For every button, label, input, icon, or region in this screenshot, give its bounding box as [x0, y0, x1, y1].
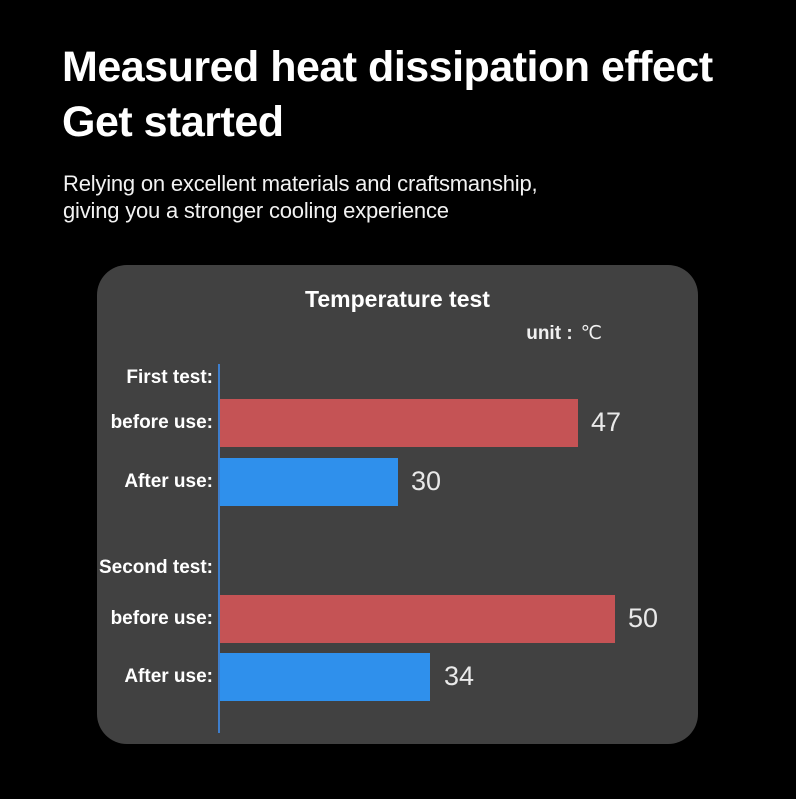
- row-label-first-after-use: After use:: [124, 471, 213, 492]
- unit-text: unit :: [526, 323, 573, 344]
- value-label-second-before-use: 50: [628, 603, 659, 633]
- row-label-second-after-use: After use:: [124, 666, 213, 687]
- unit-label: unit : ℃: [526, 322, 602, 345]
- row-label-first-before-use: before use:: [110, 412, 213, 433]
- header: Measured heat dissipation effect Get sta…: [62, 40, 762, 224]
- group-label-first-test: First test:: [126, 367, 213, 388]
- row-label-second-before-use: before use:: [110, 608, 213, 629]
- y-axis-line: [218, 364, 220, 733]
- group-label-second-test: Second test:: [98, 557, 213, 578]
- chart-panel: Temperature test unit : ℃ First test: bef…: [97, 265, 698, 744]
- celsius-symbol: ℃: [580, 322, 602, 344]
- bar-second-before-use: [220, 595, 615, 643]
- chart-title: Temperature test: [305, 286, 490, 312]
- value-label-first-after-use: 30: [411, 466, 442, 496]
- bar-second-after-use: [220, 653, 430, 701]
- page-title: Measured heat dissipation effect Get sta…: [62, 40, 762, 150]
- value-label-second-after-use: 34: [444, 661, 475, 691]
- page-subtitle: Relying on excellent materials and craft…: [63, 170, 762, 224]
- page-title-line2: Get started: [62, 98, 284, 146]
- page-title-line1: Measured heat dissipation effect: [62, 43, 713, 91]
- page-subtitle-line2: giving you a stronger cooling experience: [63, 198, 449, 223]
- bar-first-after-use: [220, 458, 398, 506]
- value-label-first-before-use: 47: [591, 407, 622, 437]
- bar-first-before-use: [220, 399, 578, 447]
- page-subtitle-line1: Relying on excellent materials and craft…: [63, 171, 538, 196]
